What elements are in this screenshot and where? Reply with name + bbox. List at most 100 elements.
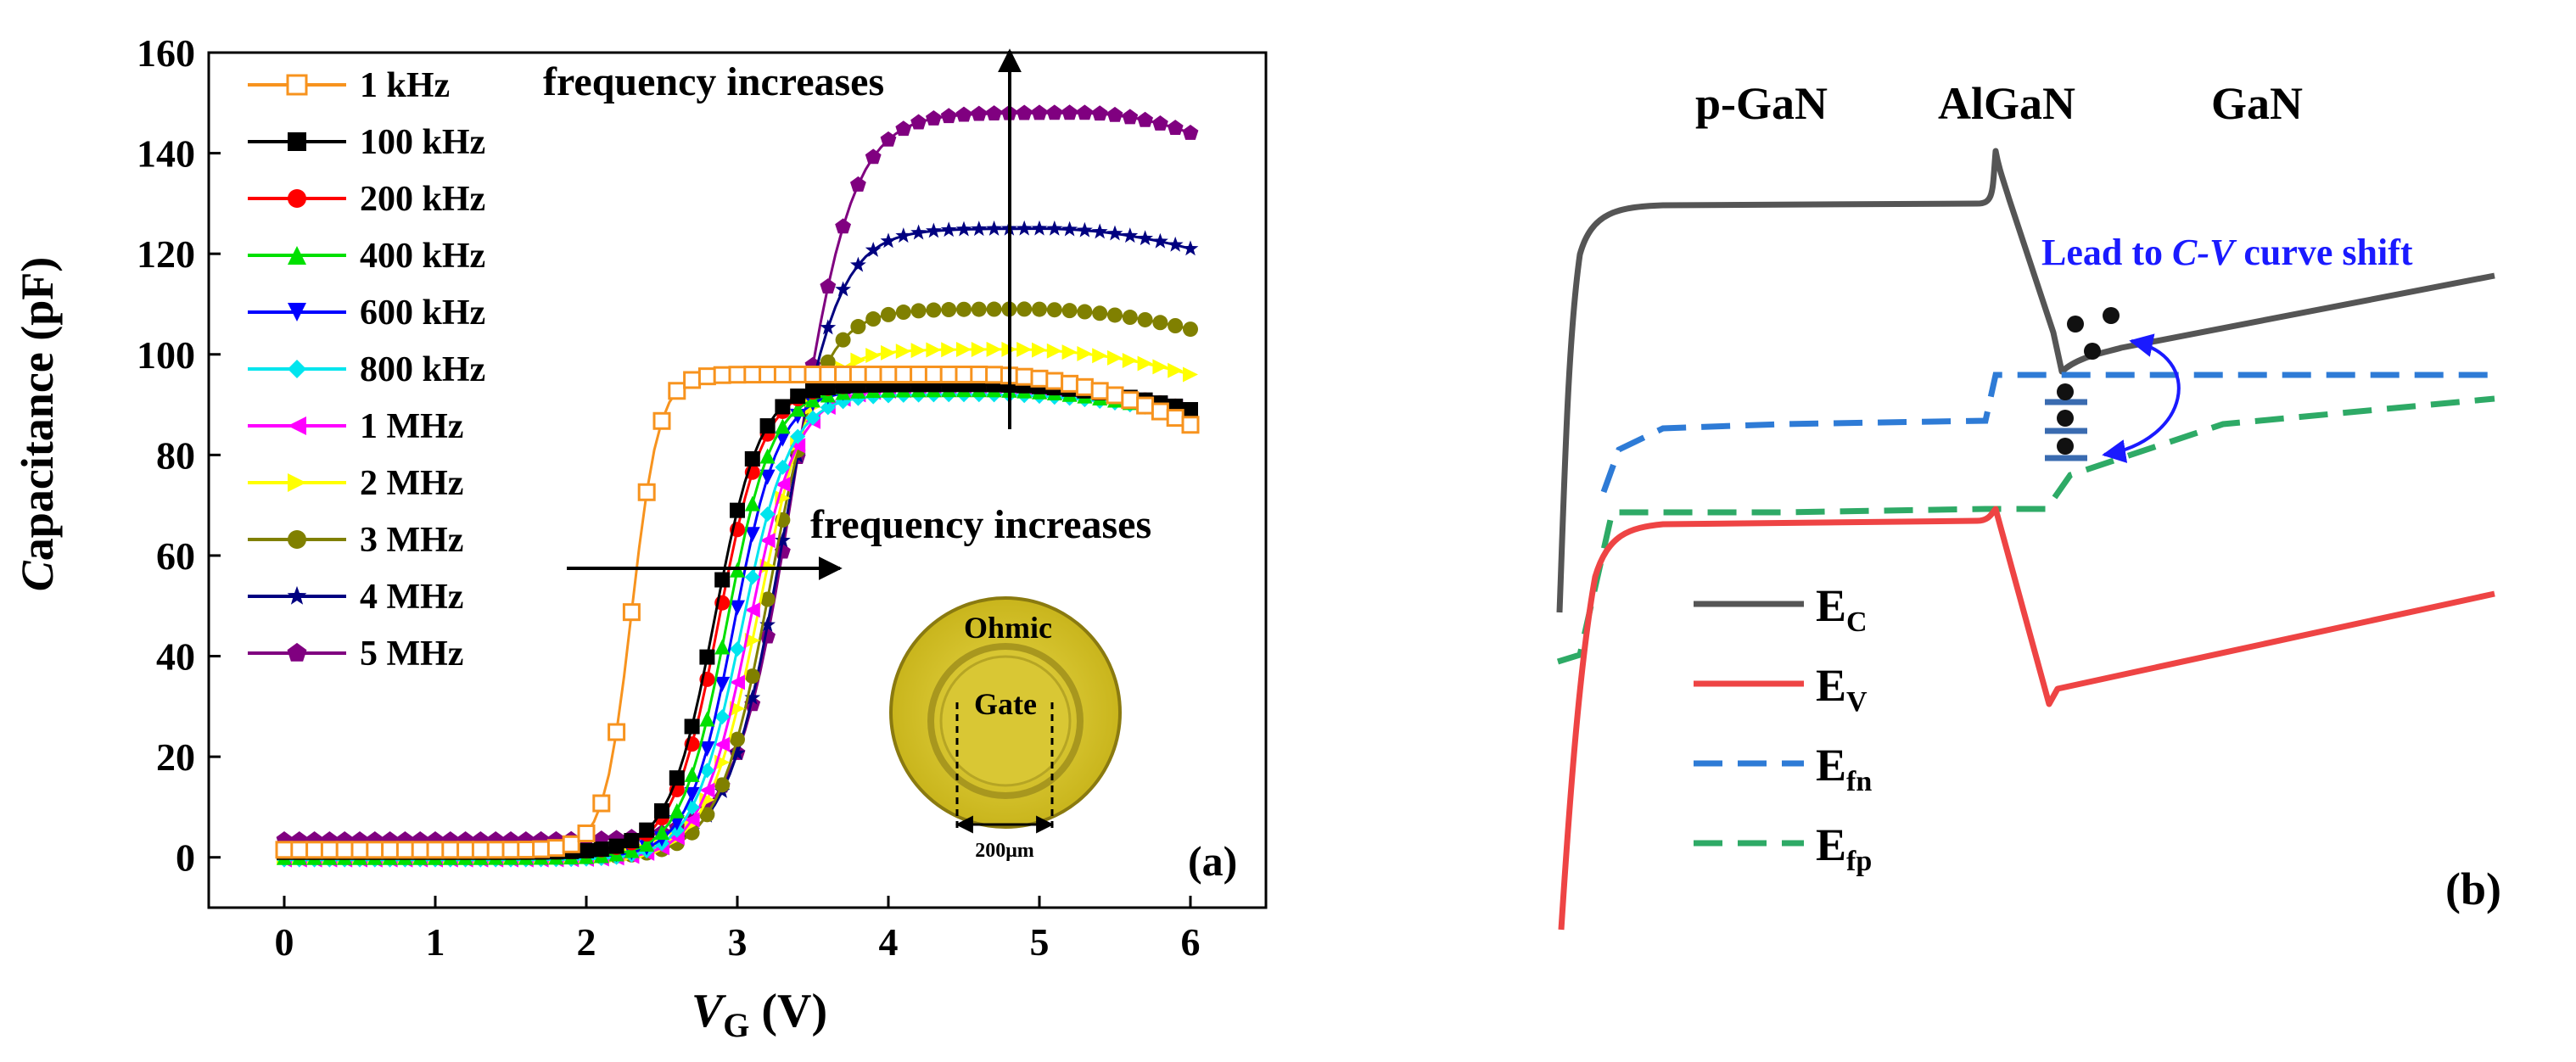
data-point	[910, 343, 927, 359]
data-point	[1030, 369, 1049, 388]
data-point	[744, 569, 760, 585]
data-point	[654, 803, 669, 819]
data-point	[288, 360, 306, 378]
data-point	[895, 305, 911, 321]
data-point	[744, 668, 760, 685]
data-point	[1151, 115, 1168, 131]
data-point	[714, 572, 731, 588]
data-point	[684, 718, 700, 735]
data-point	[699, 807, 715, 823]
data-point	[1122, 227, 1139, 243]
data-point	[730, 600, 745, 616]
data-point	[1136, 396, 1155, 415]
data-point	[275, 841, 294, 859]
data-point	[744, 602, 760, 618]
data-point	[849, 176, 866, 192]
data-point	[925, 222, 942, 238]
data-point	[1168, 318, 1184, 334]
data-point	[1016, 342, 1033, 358]
data-point	[850, 319, 866, 335]
data-point	[820, 400, 836, 416]
data-point	[288, 132, 306, 151]
legend-label: 3 MHz	[360, 521, 463, 560]
interface-traps	[2045, 307, 2120, 461]
data-point	[941, 302, 957, 318]
data-point	[697, 367, 716, 386]
data-point	[1151, 402, 1169, 421]
data-point	[804, 365, 822, 383]
legend-entry: 5 MHz	[248, 634, 463, 674]
data-point	[1045, 372, 1064, 390]
data-point	[1167, 120, 1184, 135]
data-point	[775, 399, 791, 415]
data-point	[714, 736, 731, 752]
data-point	[501, 841, 520, 859]
data-point	[941, 342, 957, 358]
legend-label: 2 MHz	[360, 464, 463, 503]
data-point	[910, 224, 927, 240]
data-point	[1046, 343, 1062, 359]
data-point	[592, 794, 611, 813]
data-point	[1183, 401, 1198, 417]
data-point	[730, 731, 745, 747]
data-point	[728, 366, 747, 384]
x-tick-label: 4	[879, 920, 899, 964]
panel-a-label: (a)	[1188, 837, 1237, 885]
data-point	[881, 344, 896, 361]
legend-entry: 800 kHz	[248, 350, 485, 389]
data-point	[287, 585, 307, 605]
conduction-band-ec	[1556, 148, 2495, 613]
panel-a: Capacitance (pF) VG (V) 0 1 2 3 4 5 6020406080…	[12, 31, 1268, 1044]
data-point	[562, 835, 580, 853]
data-point	[714, 709, 731, 725]
data-point	[1151, 232, 1168, 249]
data-point	[366, 841, 384, 859]
legend-label: 5 MHz	[360, 634, 463, 674]
data-point	[335, 841, 354, 859]
data-point	[1032, 342, 1047, 358]
data-point	[1061, 303, 1078, 319]
data-point	[820, 319, 837, 335]
data-point	[699, 763, 715, 779]
data-point	[1046, 220, 1063, 236]
data-point	[532, 840, 551, 858]
data-point	[926, 342, 942, 358]
y-tick-label: 160	[137, 31, 195, 75]
y-tick-label: 60	[156, 534, 195, 578]
data-point	[819, 365, 837, 383]
annotation-mid: frequency increases	[810, 502, 1151, 547]
data-point	[714, 639, 731, 655]
x-tick-label: 2	[577, 920, 596, 964]
data-point	[971, 301, 987, 317]
data-point	[775, 477, 791, 493]
data-point	[1107, 349, 1123, 366]
data-point	[288, 416, 306, 435]
data-point	[744, 527, 760, 543]
data-point	[759, 366, 777, 384]
legend-entry: 4 MHz	[248, 578, 463, 617]
data-point	[1061, 344, 1078, 361]
data-point	[684, 766, 700, 782]
legend-efp: Efp	[1816, 819, 1872, 877]
data-point	[441, 841, 460, 859]
legend-label: 1 MHz	[360, 407, 463, 446]
data-point	[850, 352, 866, 368]
data-point	[287, 642, 307, 662]
data-point	[624, 833, 640, 849]
data-point	[1166, 409, 1184, 428]
y-axis-label: Capacitance (pF)	[12, 257, 63, 591]
legend-entry: 1 MHz	[248, 407, 463, 446]
data-point	[654, 824, 669, 841]
data-point	[848, 365, 867, 383]
data-point	[910, 365, 928, 383]
x-tick-label: 1	[426, 920, 445, 964]
data-point	[971, 105, 988, 121]
region-label-p-gan: p-GaN	[1695, 78, 1828, 129]
data-point	[652, 411, 671, 430]
data-point	[730, 502, 745, 518]
data-point	[1016, 301, 1033, 317]
data-point	[684, 786, 700, 802]
data-point	[288, 530, 306, 549]
data-point	[683, 371, 702, 389]
